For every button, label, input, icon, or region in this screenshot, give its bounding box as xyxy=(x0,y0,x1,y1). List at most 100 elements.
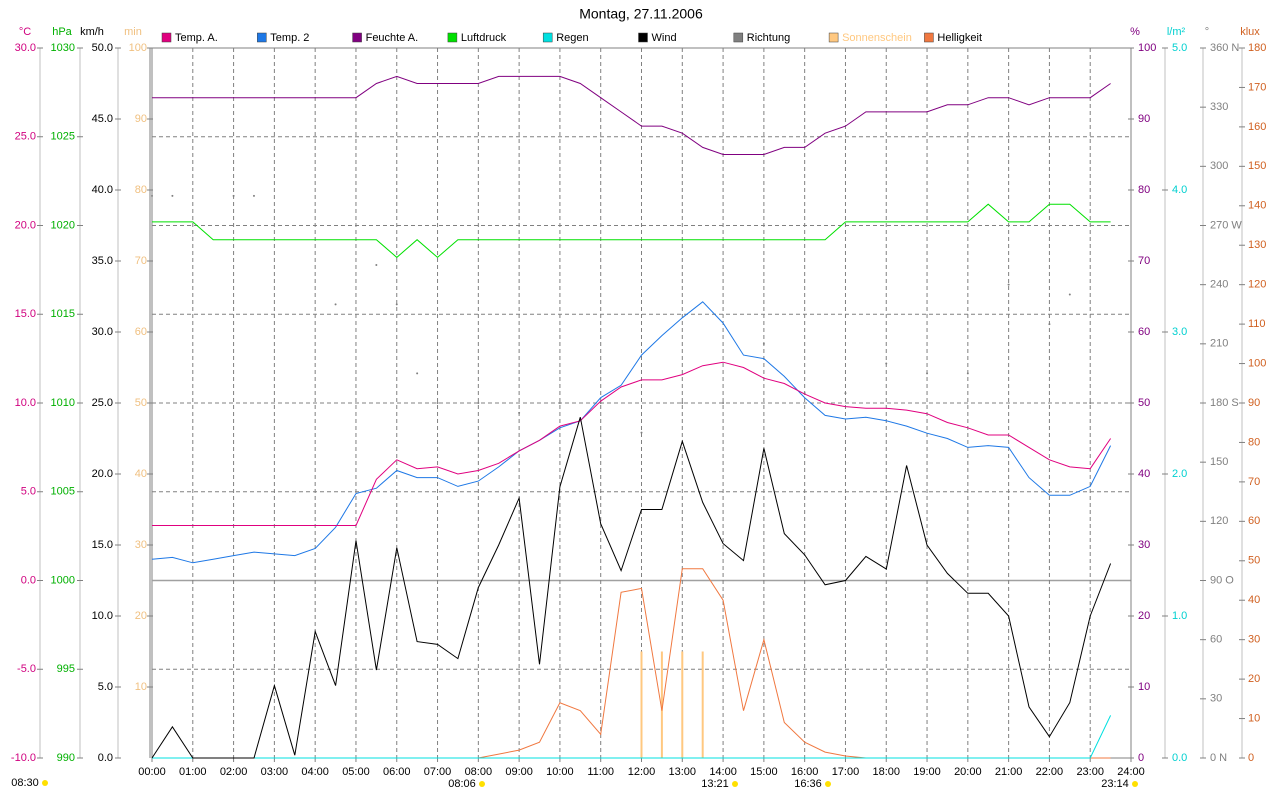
y-tick-label: 30 xyxy=(1210,693,1222,705)
y-tick-label: 1005 xyxy=(51,486,75,498)
legend-swatch xyxy=(447,32,458,43)
axis-unit: l/m² xyxy=(1167,26,1186,38)
y-tick-label: 90 xyxy=(135,113,147,125)
y-tick-label: 140 xyxy=(1248,200,1266,212)
direction-dot xyxy=(1007,283,1010,286)
y-tick-label: 30 xyxy=(135,539,147,551)
axis-unit: °C xyxy=(19,26,31,38)
sun-marker xyxy=(479,781,485,787)
x-tick-label: 07:00 xyxy=(424,766,452,778)
annotation: 13:21 xyxy=(701,778,729,790)
y-tick-label: 150 xyxy=(1210,456,1228,468)
y-tick-label: 60 xyxy=(135,326,147,338)
y-tick-label: 5.0 xyxy=(98,681,113,693)
y-tick-label: 50 xyxy=(1138,397,1150,409)
y-tick-label: 40 xyxy=(135,468,147,480)
direction-dot xyxy=(151,194,153,197)
y-tick-label: -10.0 xyxy=(11,752,36,764)
y-tick-label: 20 xyxy=(135,610,147,622)
y-tick-label: 20.0 xyxy=(92,468,113,480)
legend-label: Feuchte A. xyxy=(366,32,419,44)
y-tick-label: 1000 xyxy=(51,574,75,586)
x-tick-label: 01:00 xyxy=(179,766,207,778)
x-tick-label: 21:00 xyxy=(995,766,1023,778)
y-tick-label: 50 xyxy=(1248,555,1260,567)
legend-label: Helligkeit xyxy=(937,32,982,44)
direction-dot xyxy=(722,402,725,404)
legend-label: Wind xyxy=(652,32,677,44)
y-tick-label: 240 xyxy=(1210,279,1228,291)
direction-dot xyxy=(966,372,969,375)
axis-unit: ° xyxy=(1205,26,1209,38)
y-tick-label: 110 xyxy=(1248,318,1266,330)
legend-label: Regen xyxy=(556,32,588,44)
axis-unit: % xyxy=(1130,26,1140,38)
y-tick-label: 3.0 xyxy=(1172,326,1187,338)
legend-label: Richtung xyxy=(747,32,790,44)
direction-dot xyxy=(252,194,255,197)
y-tick-label: 30.0 xyxy=(15,42,36,54)
annotation: 16:36 xyxy=(794,778,822,790)
y-tick-label: 180 xyxy=(1248,42,1266,54)
axis-unit: min xyxy=(124,26,142,38)
x-tick-label: 10:00 xyxy=(546,766,574,778)
direction-dot xyxy=(640,431,643,434)
y-tick-label: 120 xyxy=(1210,515,1228,527)
y-tick-label: 90 xyxy=(1248,397,1260,409)
y-tick-label: 5.0 xyxy=(21,486,36,498)
y-tick-label: 30 xyxy=(1248,634,1260,646)
legend-swatch xyxy=(638,32,648,43)
x-tick-label: 14:00 xyxy=(709,766,737,778)
x-tick-label: 12:00 xyxy=(628,766,656,778)
y-tick-label: 30 xyxy=(1138,539,1150,551)
x-tick-label: 04:00 xyxy=(301,766,329,778)
y-tick-label: 0 xyxy=(1248,752,1254,764)
y-tick-label: 25.0 xyxy=(15,131,36,143)
direction-dot xyxy=(1048,323,1051,326)
axis-unit: klux xyxy=(1240,26,1260,38)
annotation: 08:30 xyxy=(11,777,39,789)
y-tick-label: 20.0 xyxy=(15,219,36,231)
y-tick-label: 15.0 xyxy=(15,308,36,320)
x-tick-label: 16:00 xyxy=(791,766,819,778)
y-tick-label: 210 xyxy=(1210,338,1228,350)
y-tick-label: 1025 xyxy=(51,131,75,143)
y-tick-label: 10 xyxy=(1138,681,1150,693)
direction-dot xyxy=(395,303,398,306)
x-tick-label: 03:00 xyxy=(261,766,289,778)
y-tick-label: 50.0 xyxy=(92,42,113,54)
series-line xyxy=(151,417,1112,759)
y-tick-label: 10.0 xyxy=(92,610,113,622)
y-tick-label: 40.0 xyxy=(92,184,113,196)
x-tick-label: 00:00 xyxy=(138,766,166,778)
direction-dot xyxy=(1089,402,1092,404)
x-tick-label: 19:00 xyxy=(913,766,941,778)
annotation: 23:14 xyxy=(1101,778,1129,790)
direction-dot xyxy=(518,411,521,414)
y-tick-label: 35.0 xyxy=(92,255,113,267)
direction-dot xyxy=(681,402,684,404)
y-tick-label: 45.0 xyxy=(92,113,113,125)
direction-dot xyxy=(477,402,480,404)
legend-label: Luftdruck xyxy=(461,32,507,44)
annotation: 08:06 xyxy=(448,778,476,790)
y-tick-label: 0.0 xyxy=(98,752,113,764)
y-tick-label: 995 xyxy=(57,663,75,675)
series-line xyxy=(152,75,1111,155)
y-tick-label: 100 xyxy=(129,42,147,54)
y-tick-label: 100 xyxy=(1138,42,1156,54)
y-tick-label: 270 W xyxy=(1210,219,1242,231)
direction-dot xyxy=(558,402,561,404)
legend-label: Temp. 2 xyxy=(270,32,309,44)
y-tick-label: 0 N xyxy=(1210,752,1227,764)
x-tick-label: 24:00 xyxy=(1117,766,1145,778)
series-line xyxy=(152,203,1111,259)
legend-swatch xyxy=(733,32,744,43)
y-tick-label: 4.0 xyxy=(1172,184,1187,196)
direction-dot xyxy=(762,342,765,345)
y-tick-label: 1030 xyxy=(51,42,75,54)
direction-dot xyxy=(171,194,174,197)
axis-unit: km/h xyxy=(80,26,104,38)
y-tick-label: 160 xyxy=(1248,121,1266,133)
